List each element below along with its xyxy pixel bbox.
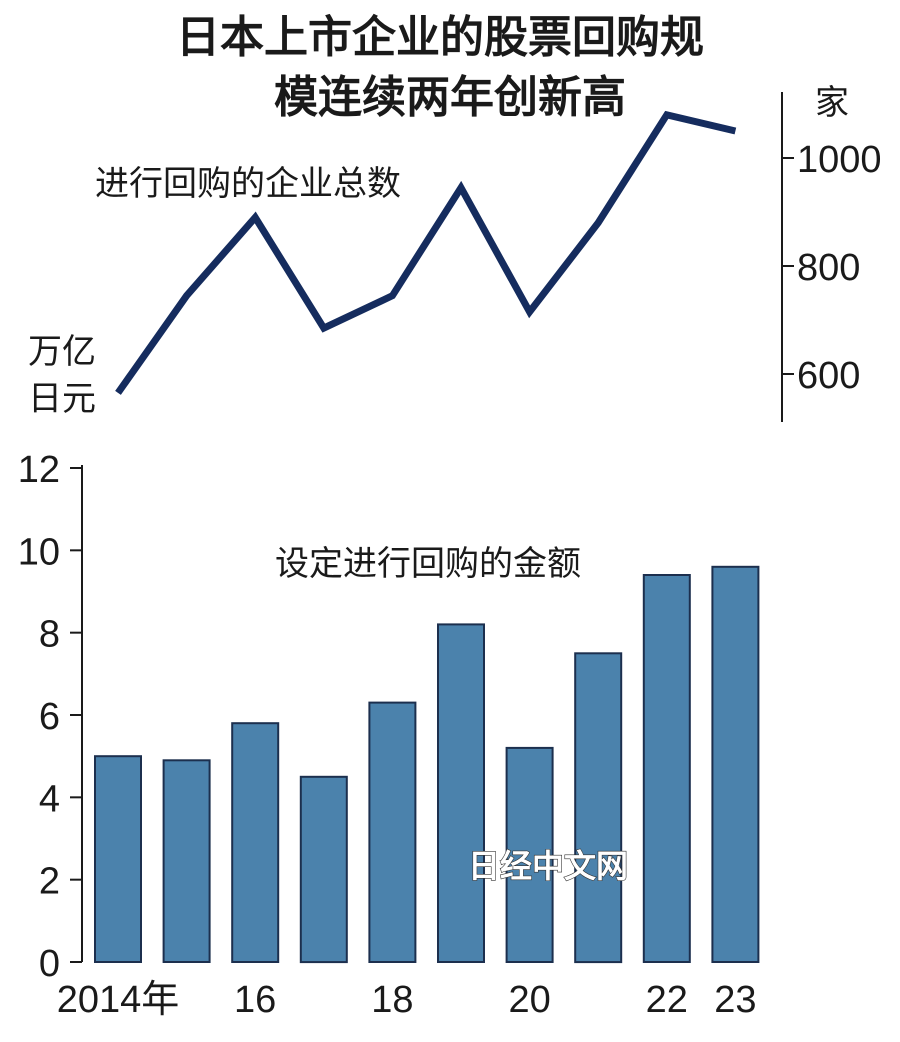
bar-2019 xyxy=(437,623,485,964)
bar-2016 xyxy=(231,722,280,964)
bar-ytick-label: 8 xyxy=(39,614,60,656)
x-tick-label: 23 xyxy=(714,979,756,1021)
line-unit-label: 家 xyxy=(815,83,849,123)
line-ytick-label: 800 xyxy=(797,247,860,289)
chart-title-line2: 模连续两年创新高 xyxy=(274,72,626,123)
line-series xyxy=(115,110,737,395)
bar-ytick-label: 6 xyxy=(39,696,60,738)
bar-2015 xyxy=(162,759,211,963)
bar-ytick-label: 4 xyxy=(39,778,60,820)
bar-series-label: 设定进行回购的金额 xyxy=(275,544,581,584)
bar-2018 xyxy=(368,701,417,963)
bar-y-ticks: 0 2 4 6 8 10 12 xyxy=(18,449,82,985)
x-tick-label: 16 xyxy=(234,979,276,1021)
watermark: 日经中文网 xyxy=(468,847,628,885)
bar-series xyxy=(94,565,760,964)
bar-2017 xyxy=(299,775,348,964)
chart-title-line1: 日本上市企业的股票回购规 xyxy=(176,12,704,63)
x-tick-label: 18 xyxy=(371,979,413,1021)
bar-unit-label-line1: 万亿 xyxy=(28,332,96,372)
x-tick-label: 2014年 xyxy=(57,979,180,1021)
bar-ytick-label: 2 xyxy=(39,861,60,903)
company-count-line xyxy=(115,110,737,395)
x-tick-label: 20 xyxy=(508,979,550,1021)
bar-2023 xyxy=(711,565,760,963)
line-ytick-label: 1000 xyxy=(797,139,882,181)
bar-2021 xyxy=(574,652,623,964)
x-tick-label: 22 xyxy=(646,979,688,1021)
line-y-ticks: 600 800 1000 xyxy=(782,139,882,397)
x-tick-labels: 2014年 16 18 20 22 23 xyxy=(57,979,757,1021)
bar-ytick-label: 0 xyxy=(39,943,60,985)
bar-ytick-label: 12 xyxy=(18,449,60,491)
bar-2014 xyxy=(94,755,142,964)
bar-2020 xyxy=(505,746,554,964)
line-ytick-label: 600 xyxy=(797,355,860,397)
bar-2022 xyxy=(642,574,691,963)
line-series-label: 进行回购的企业总数 xyxy=(95,164,401,204)
bar-ytick-label: 10 xyxy=(18,531,60,573)
bar-unit-label-line2: 日元 xyxy=(28,379,96,419)
